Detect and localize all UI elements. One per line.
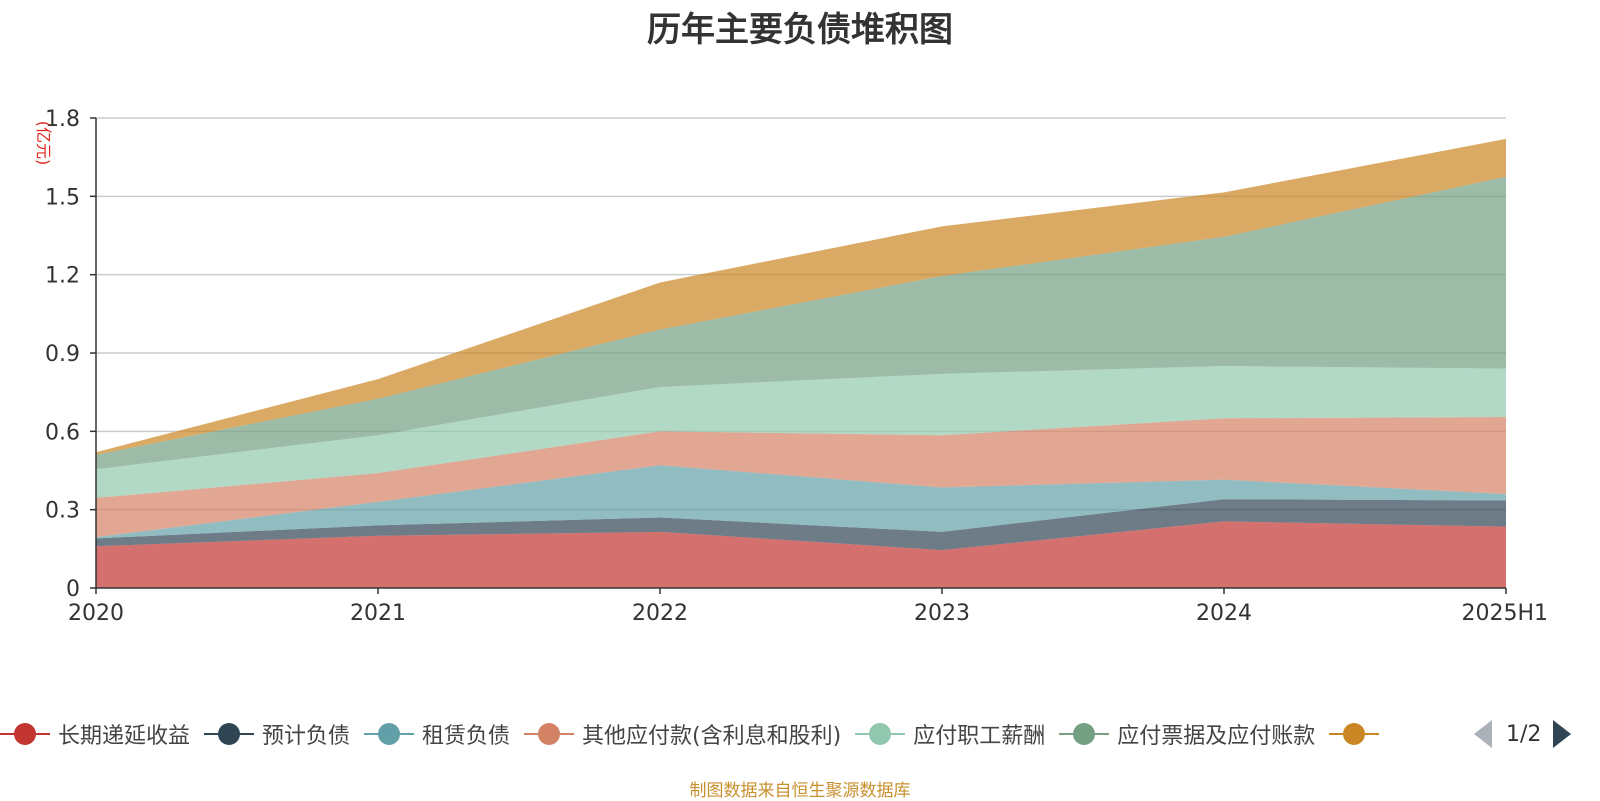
- legend-marker-icon: [204, 714, 255, 754]
- y-tick-label: 0: [66, 577, 80, 602]
- legend-marker-icon: [524, 714, 575, 754]
- legend-item-1[interactable]: 预计负债: [204, 714, 350, 754]
- legend-marker-icon: [1329, 714, 1380, 754]
- triangle-left-icon[interactable]: [1474, 720, 1492, 748]
- legend-page-indicator: 1/2: [1506, 721, 1542, 747]
- x-tick-label: 2021: [350, 601, 406, 626]
- legend-item-6[interactable]: [1329, 714, 1387, 754]
- legend-label: 应付职工薪酬: [913, 724, 1046, 749]
- legend-item-4[interactable]: 应付职工薪酬: [855, 714, 1045, 754]
- area-series-5[interactable]: [96, 176, 1506, 470]
- source-note: 制图数据来自恒生聚源数据库: [689, 781, 911, 801]
- y-tick-label: 0.9: [45, 342, 80, 367]
- legend-marker-icon: [1059, 714, 1110, 754]
- legend-label: 应付票据及应付账款: [1117, 724, 1316, 749]
- area-series-0[interactable]: [96, 521, 1506, 588]
- area-series-3[interactable]: [96, 416, 1506, 538]
- x-tick-label: 2020: [68, 601, 124, 626]
- legend-items: 长期递延收益 预计负债 租赁负债 其他应付款(含利息和股利) 应付职工薪酬 应付票据及应付…: [0, 714, 1480, 754]
- area-series: [96, 138, 1506, 588]
- chart-title: 历年主要负债堆积图: [647, 10, 953, 50]
- legend-label: 预计负债: [262, 724, 351, 749]
- legend-marker-icon: [855, 714, 906, 754]
- x-tick-label: 2023: [914, 601, 970, 626]
- y-tick-label: 0.3: [45, 499, 80, 524]
- legend-pager: 1/2: [1470, 714, 1600, 754]
- legend: 长期递延收益 预计负债 租赁负债 其他应付款(含利息和股利) 应付职工薪酬 应付票据及应付…: [0, 714, 1600, 754]
- y-tick-label: 1.8: [45, 107, 80, 132]
- legend-item-5[interactable]: 应付票据及应付账款: [1059, 714, 1315, 754]
- axes: 0 0.3 0.6 0.9 1.2 1.5 1.8 2020 2021 2022 2023 2024 2…: [45, 107, 1548, 626]
- legend-marker-icon: [0, 714, 50, 754]
- legend-label: 其他应付款(含利息和股利): [582, 724, 842, 749]
- y-tick-label: 1.5: [45, 185, 80, 210]
- chart-svg: 0 0.3 0.6 0.9 1.2 1.5 1.8 2020 2021 2022 2023 2024 2…: [34, 107, 1548, 626]
- triangle-right-icon[interactable]: [1553, 720, 1572, 748]
- area-series-6[interactable]: [96, 138, 1506, 455]
- x-tick-label: 2024: [1196, 601, 1252, 626]
- legend-item-3[interactable]: 其他应付款(含利息和股利): [524, 714, 841, 754]
- legend-label: 长期递延收益: [58, 724, 191, 749]
- y-tick-label: 1.2: [45, 264, 80, 289]
- x-tick-label: 2022: [632, 601, 688, 626]
- area-series-4[interactable]: [96, 366, 1506, 498]
- y-tick-label: 0.6: [45, 420, 80, 445]
- y-axis-unit-label: (亿元): [34, 121, 53, 166]
- area-series-2[interactable]: [96, 465, 1506, 539]
- legend-label: 租赁负债: [422, 724, 511, 749]
- legend-item-2[interactable]: 租赁负债: [364, 714, 510, 754]
- x-tick-label: 2025H1: [1461, 601, 1548, 626]
- legend-item-0[interactable]: 长期递延收益: [0, 714, 190, 754]
- legend-marker-icon: [364, 714, 415, 754]
